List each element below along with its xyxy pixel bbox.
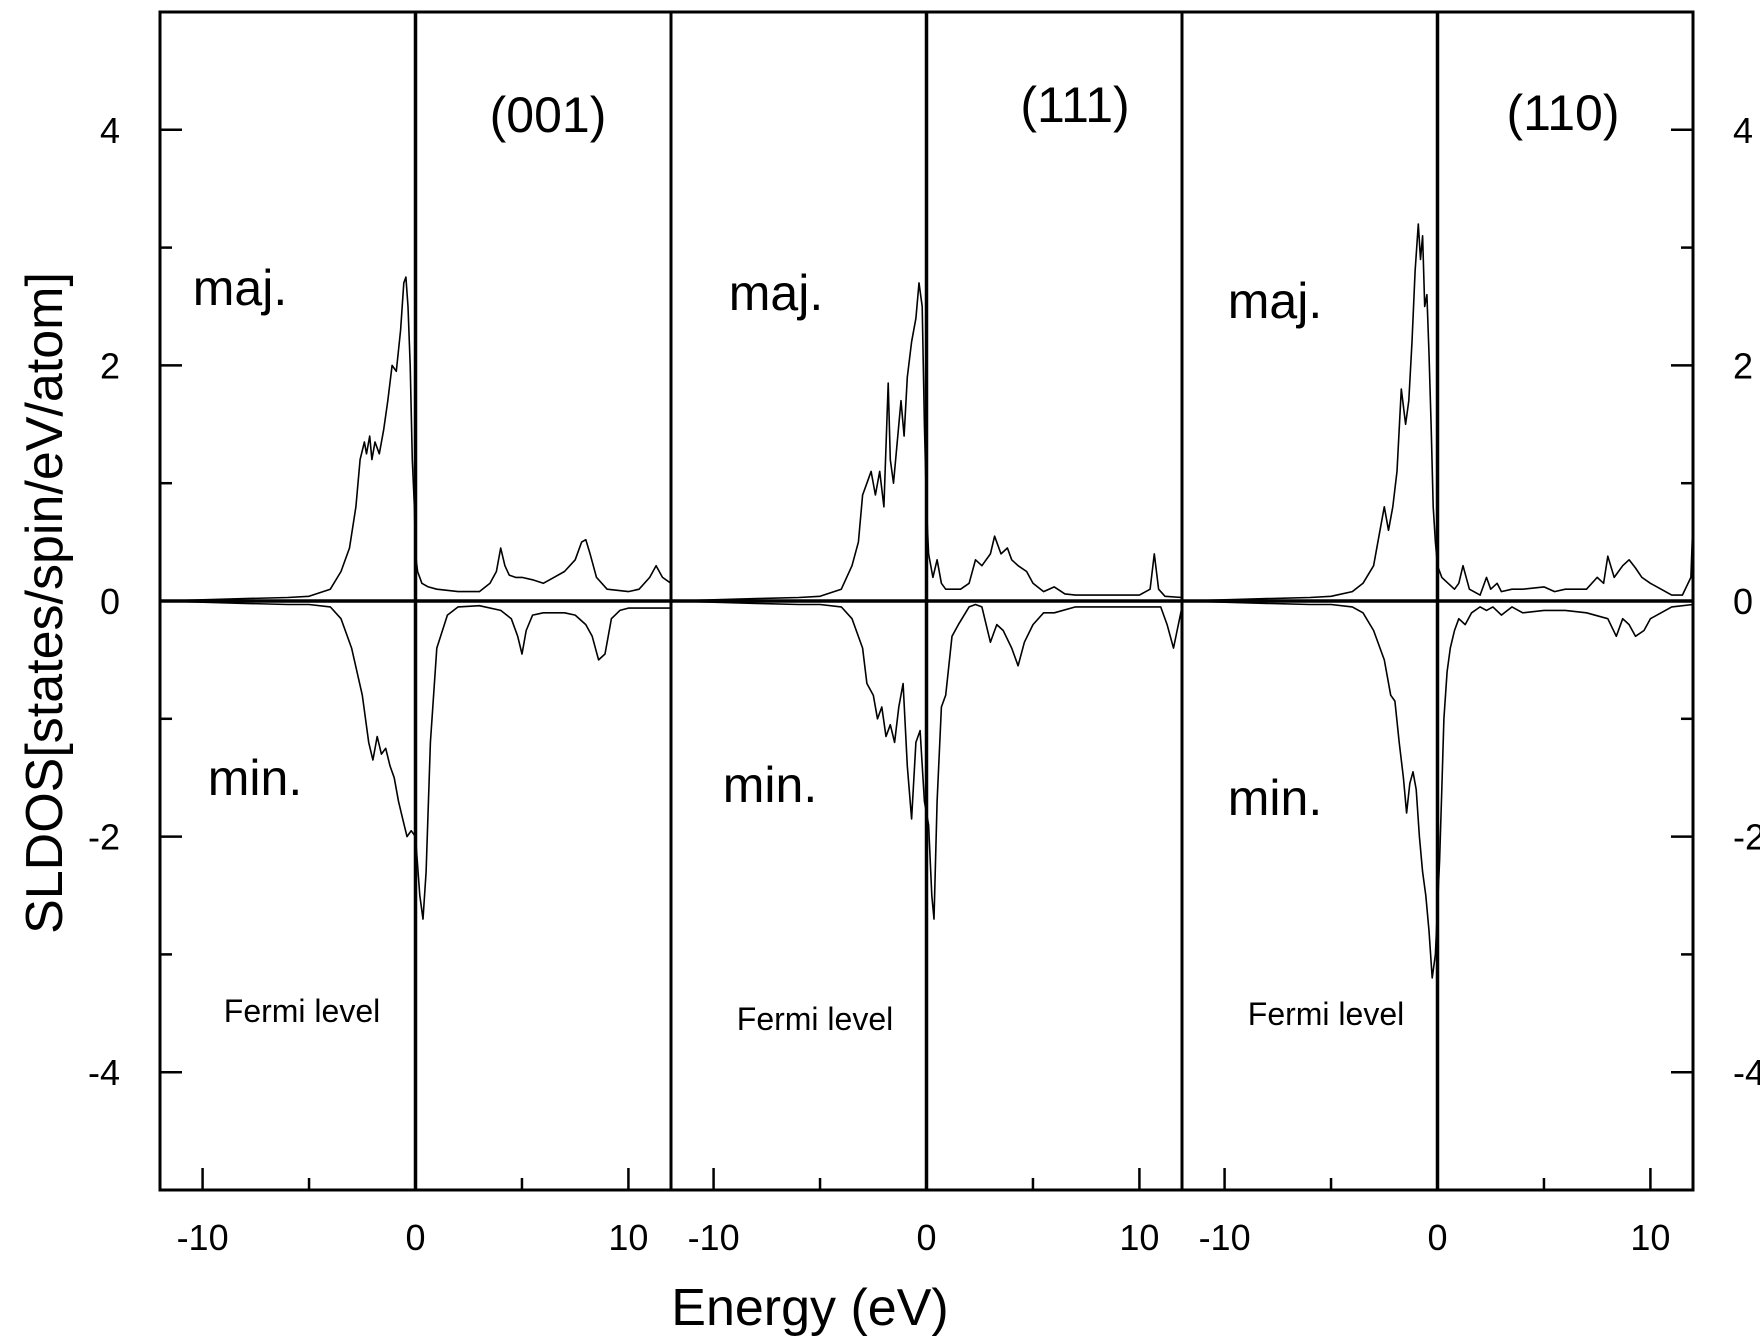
y-tick-label-left: 0 bbox=[100, 581, 120, 622]
fermi-level-label: Fermi level bbox=[737, 1001, 893, 1037]
y-tick-label-left: -4 bbox=[88, 1052, 120, 1093]
panel-title: (111) bbox=[1020, 77, 1129, 133]
curves-layer bbox=[159, 223, 1694, 979]
dos-curve-minority bbox=[159, 600, 671, 920]
axes-layer: -10 0 10 -4 -2 0 2 4 (001) maj. min. Fermi level -10… bbox=[88, 10, 1760, 1258]
y-tick-label-left: 2 bbox=[100, 345, 120, 386]
minority-label: min. bbox=[723, 757, 817, 813]
majority-label: maj. bbox=[193, 260, 287, 316]
y-tick-label-right: -4 bbox=[1733, 1052, 1760, 1093]
y-tick-label-left: -2 bbox=[88, 817, 120, 858]
y-tick-label-right: 4 bbox=[1733, 110, 1753, 151]
dos-curve-minority bbox=[670, 600, 1183, 920]
majority-label: maj. bbox=[729, 265, 823, 321]
minority-label: min. bbox=[1228, 770, 1322, 826]
fermi-level-label: Fermi level bbox=[1248, 996, 1404, 1032]
dos-curve-majority bbox=[159, 276, 672, 602]
y-tick-label-right: -2 bbox=[1733, 817, 1760, 858]
x-tick-label: 0 bbox=[405, 1217, 425, 1258]
y-tick-label-right: 0 bbox=[1733, 581, 1753, 622]
panel-title: (110) bbox=[1506, 85, 1619, 141]
majority-label: maj. bbox=[1228, 273, 1322, 329]
x-tick-label: -10 bbox=[688, 1217, 740, 1258]
y-tick-label-right: 2 bbox=[1733, 345, 1753, 386]
dos-curve-majority bbox=[670, 282, 1183, 602]
x-tick-label: 10 bbox=[1119, 1217, 1159, 1258]
x-tick-label: 10 bbox=[608, 1217, 648, 1258]
x-tick-label: -10 bbox=[177, 1217, 229, 1258]
panel-title: (001) bbox=[490, 87, 607, 143]
x-tick-label: 10 bbox=[1630, 1217, 1670, 1258]
x-tick-label: 0 bbox=[1427, 1217, 1447, 1258]
dos-curve-minority bbox=[1181, 600, 1694, 979]
x-tick-label: -10 bbox=[1199, 1217, 1251, 1258]
y-axis-label: SLDOS[states/spin/eV/atom] bbox=[16, 272, 74, 934]
minority-label: min. bbox=[208, 750, 302, 806]
dos-curve-majority bbox=[1181, 223, 1694, 602]
x-axis-label: Energy (eV) bbox=[671, 1279, 948, 1337]
y-tick-label-left: 4 bbox=[100, 110, 120, 151]
x-tick-label: 0 bbox=[916, 1217, 936, 1258]
labels-layer: Energy (eV) SLDOS[states/spin/eV/atom] bbox=[16, 272, 949, 1337]
fermi-level-label: Fermi level bbox=[224, 993, 380, 1029]
